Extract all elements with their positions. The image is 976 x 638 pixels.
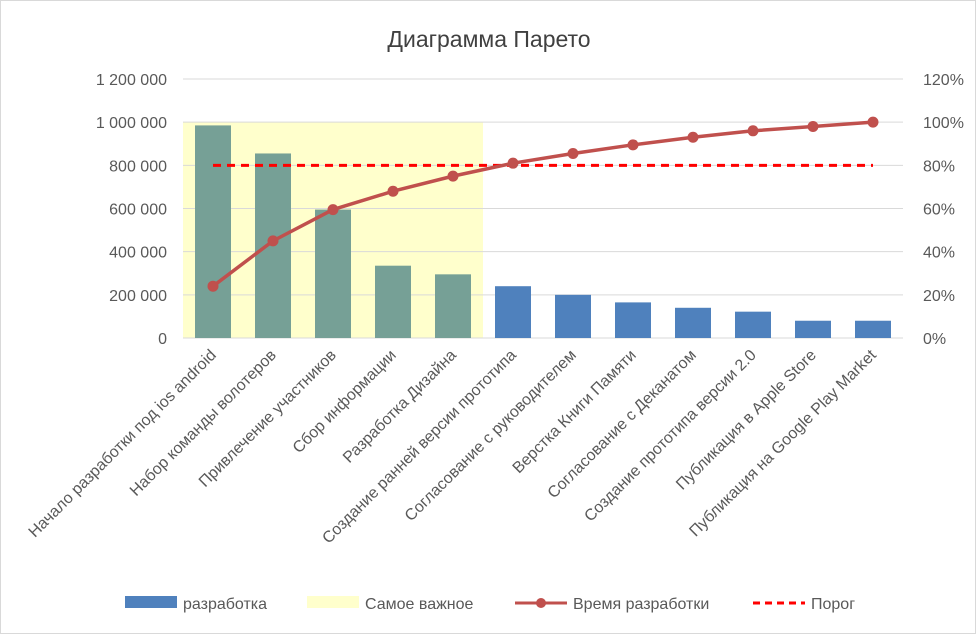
legend-label: Порог [811, 596, 855, 613]
y-axis-right: 0% 20% 40% 60% 80% 100% 120% [923, 72, 964, 348]
chart-title: Диаграмма Парето [387, 26, 590, 52]
cumulative-marker [327, 204, 339, 216]
y-axis-left: 0 200 000 400 000 600 000 800 000 1 000 000 1 … [96, 72, 167, 348]
bar [375, 265, 411, 338]
cumulative-marker [567, 147, 579, 159]
cumulative-marker [387, 185, 399, 197]
x-tick-label: Разработка Дизайна [340, 347, 460, 467]
y-tick-label: 600 000 [109, 202, 167, 219]
y2-tick-label: 60% [923, 202, 955, 219]
bar [495, 286, 531, 338]
cumulative-line [211, 120, 874, 288]
bar [735, 311, 771, 338]
y2-tick-label: 80% [923, 158, 955, 175]
x-tick-label: Верстка Книги Памяти [510, 347, 640, 477]
bar [195, 125, 231, 338]
y-tick-label: 0 [158, 331, 167, 348]
cumulative-layer [207, 116, 879, 292]
cumulative-marker [267, 235, 279, 247]
bar [315, 209, 351, 338]
y-tick-label: 200 000 [109, 288, 167, 305]
legend-label: Время разработки [573, 596, 709, 613]
cumulative-marker [207, 280, 219, 292]
cumulative-marker [507, 157, 519, 169]
cumulative-marker [687, 131, 699, 143]
cumulative-marker [867, 116, 879, 128]
bars-layer [195, 125, 891, 338]
y-tick-label: 1 000 000 [96, 115, 167, 132]
bar [795, 320, 831, 338]
bar [555, 294, 591, 338]
x-tick-label: Сбор информации [290, 347, 400, 457]
bar [435, 274, 471, 338]
bar [615, 302, 651, 338]
legend-label: Самое важное [365, 596, 474, 613]
legend-swatch-bar [125, 596, 177, 608]
y-tick-label: 800 000 [109, 158, 167, 175]
y2-tick-label: 100% [923, 115, 964, 132]
y-tick-label: 1 200 000 [96, 72, 167, 89]
y2-tick-label: 20% [923, 288, 955, 305]
cumulative-marker [447, 170, 459, 182]
bar [855, 320, 891, 338]
legend-swatch-marker [536, 598, 546, 608]
y2-tick-label: 0% [923, 331, 946, 348]
bar [675, 307, 711, 338]
y-tick-label: 400 000 [109, 245, 167, 262]
grid-layer [183, 78, 903, 339]
y2-tick-label: 40% [923, 245, 955, 262]
legend: разработка Самое важное Время разработки По… [125, 596, 855, 613]
cumulative-marker [627, 139, 639, 151]
legend-swatch-area [307, 596, 359, 608]
legend-label: разработка [183, 596, 267, 613]
y2-tick-label: 120% [923, 72, 964, 89]
cumulative-marker [747, 125, 759, 137]
cumulative-marker [807, 120, 819, 132]
